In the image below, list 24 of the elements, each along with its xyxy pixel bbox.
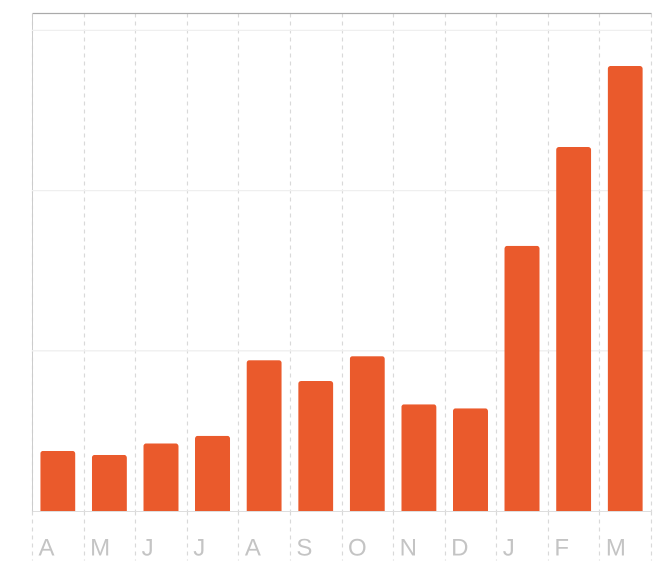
bar xyxy=(143,443,178,511)
bar xyxy=(298,381,334,511)
x-tick-label: M xyxy=(90,534,110,562)
bar xyxy=(195,436,230,511)
bar xyxy=(556,146,592,511)
x-tick-label: N xyxy=(400,534,417,562)
bar xyxy=(350,356,385,511)
x-tick-label: F xyxy=(554,534,570,562)
x-tick-label: J xyxy=(502,534,515,562)
x-tick-label: D xyxy=(451,534,469,562)
x-tick-label: A xyxy=(38,534,55,562)
x-tick-label: J xyxy=(142,534,154,562)
x-tick-label: A xyxy=(244,534,261,562)
bar xyxy=(608,66,643,511)
bar xyxy=(504,246,540,511)
x-tick-label: M xyxy=(606,534,626,562)
x-tick-label: O xyxy=(348,534,367,562)
bar xyxy=(401,404,436,511)
bar xyxy=(452,408,488,511)
x-tick-label: S xyxy=(296,534,312,562)
bar xyxy=(92,454,127,511)
bar xyxy=(246,360,282,511)
bar xyxy=(40,450,76,511)
x-tick-label: J xyxy=(193,534,206,562)
